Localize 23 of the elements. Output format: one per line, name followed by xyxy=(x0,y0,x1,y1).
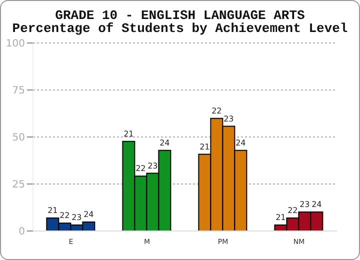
y-tick-label: 75 xyxy=(12,86,25,97)
series-label: 22 xyxy=(60,211,70,220)
text: 21 xyxy=(124,129,134,138)
chart-subtitle: Percentage of Students by Achievement Level xyxy=(11,21,349,36)
text: 24 xyxy=(236,138,246,148)
text: 21 xyxy=(200,142,210,152)
text: 22 xyxy=(136,164,146,174)
y-tick-label: 0 xyxy=(18,226,25,238)
text: 22 xyxy=(212,106,222,116)
y-tick-label: 50 xyxy=(12,132,25,144)
series-label: 21 xyxy=(48,206,58,216)
series-label: 24 xyxy=(84,210,94,219)
text: 24 xyxy=(312,200,322,210)
text: 21 xyxy=(276,212,286,222)
series-label: 23 xyxy=(72,212,82,222)
y-tick-label: 100 xyxy=(6,38,25,50)
text: 23 xyxy=(224,114,234,124)
text: 24 xyxy=(160,138,170,148)
chart-title: GRADE 10 - ENGLISH LANGUAGE ARTS xyxy=(54,8,306,23)
text: 22 xyxy=(288,206,298,216)
y-tick-label: 25 xyxy=(12,180,25,191)
text: 23 xyxy=(148,161,158,170)
text: 23 xyxy=(300,200,310,210)
